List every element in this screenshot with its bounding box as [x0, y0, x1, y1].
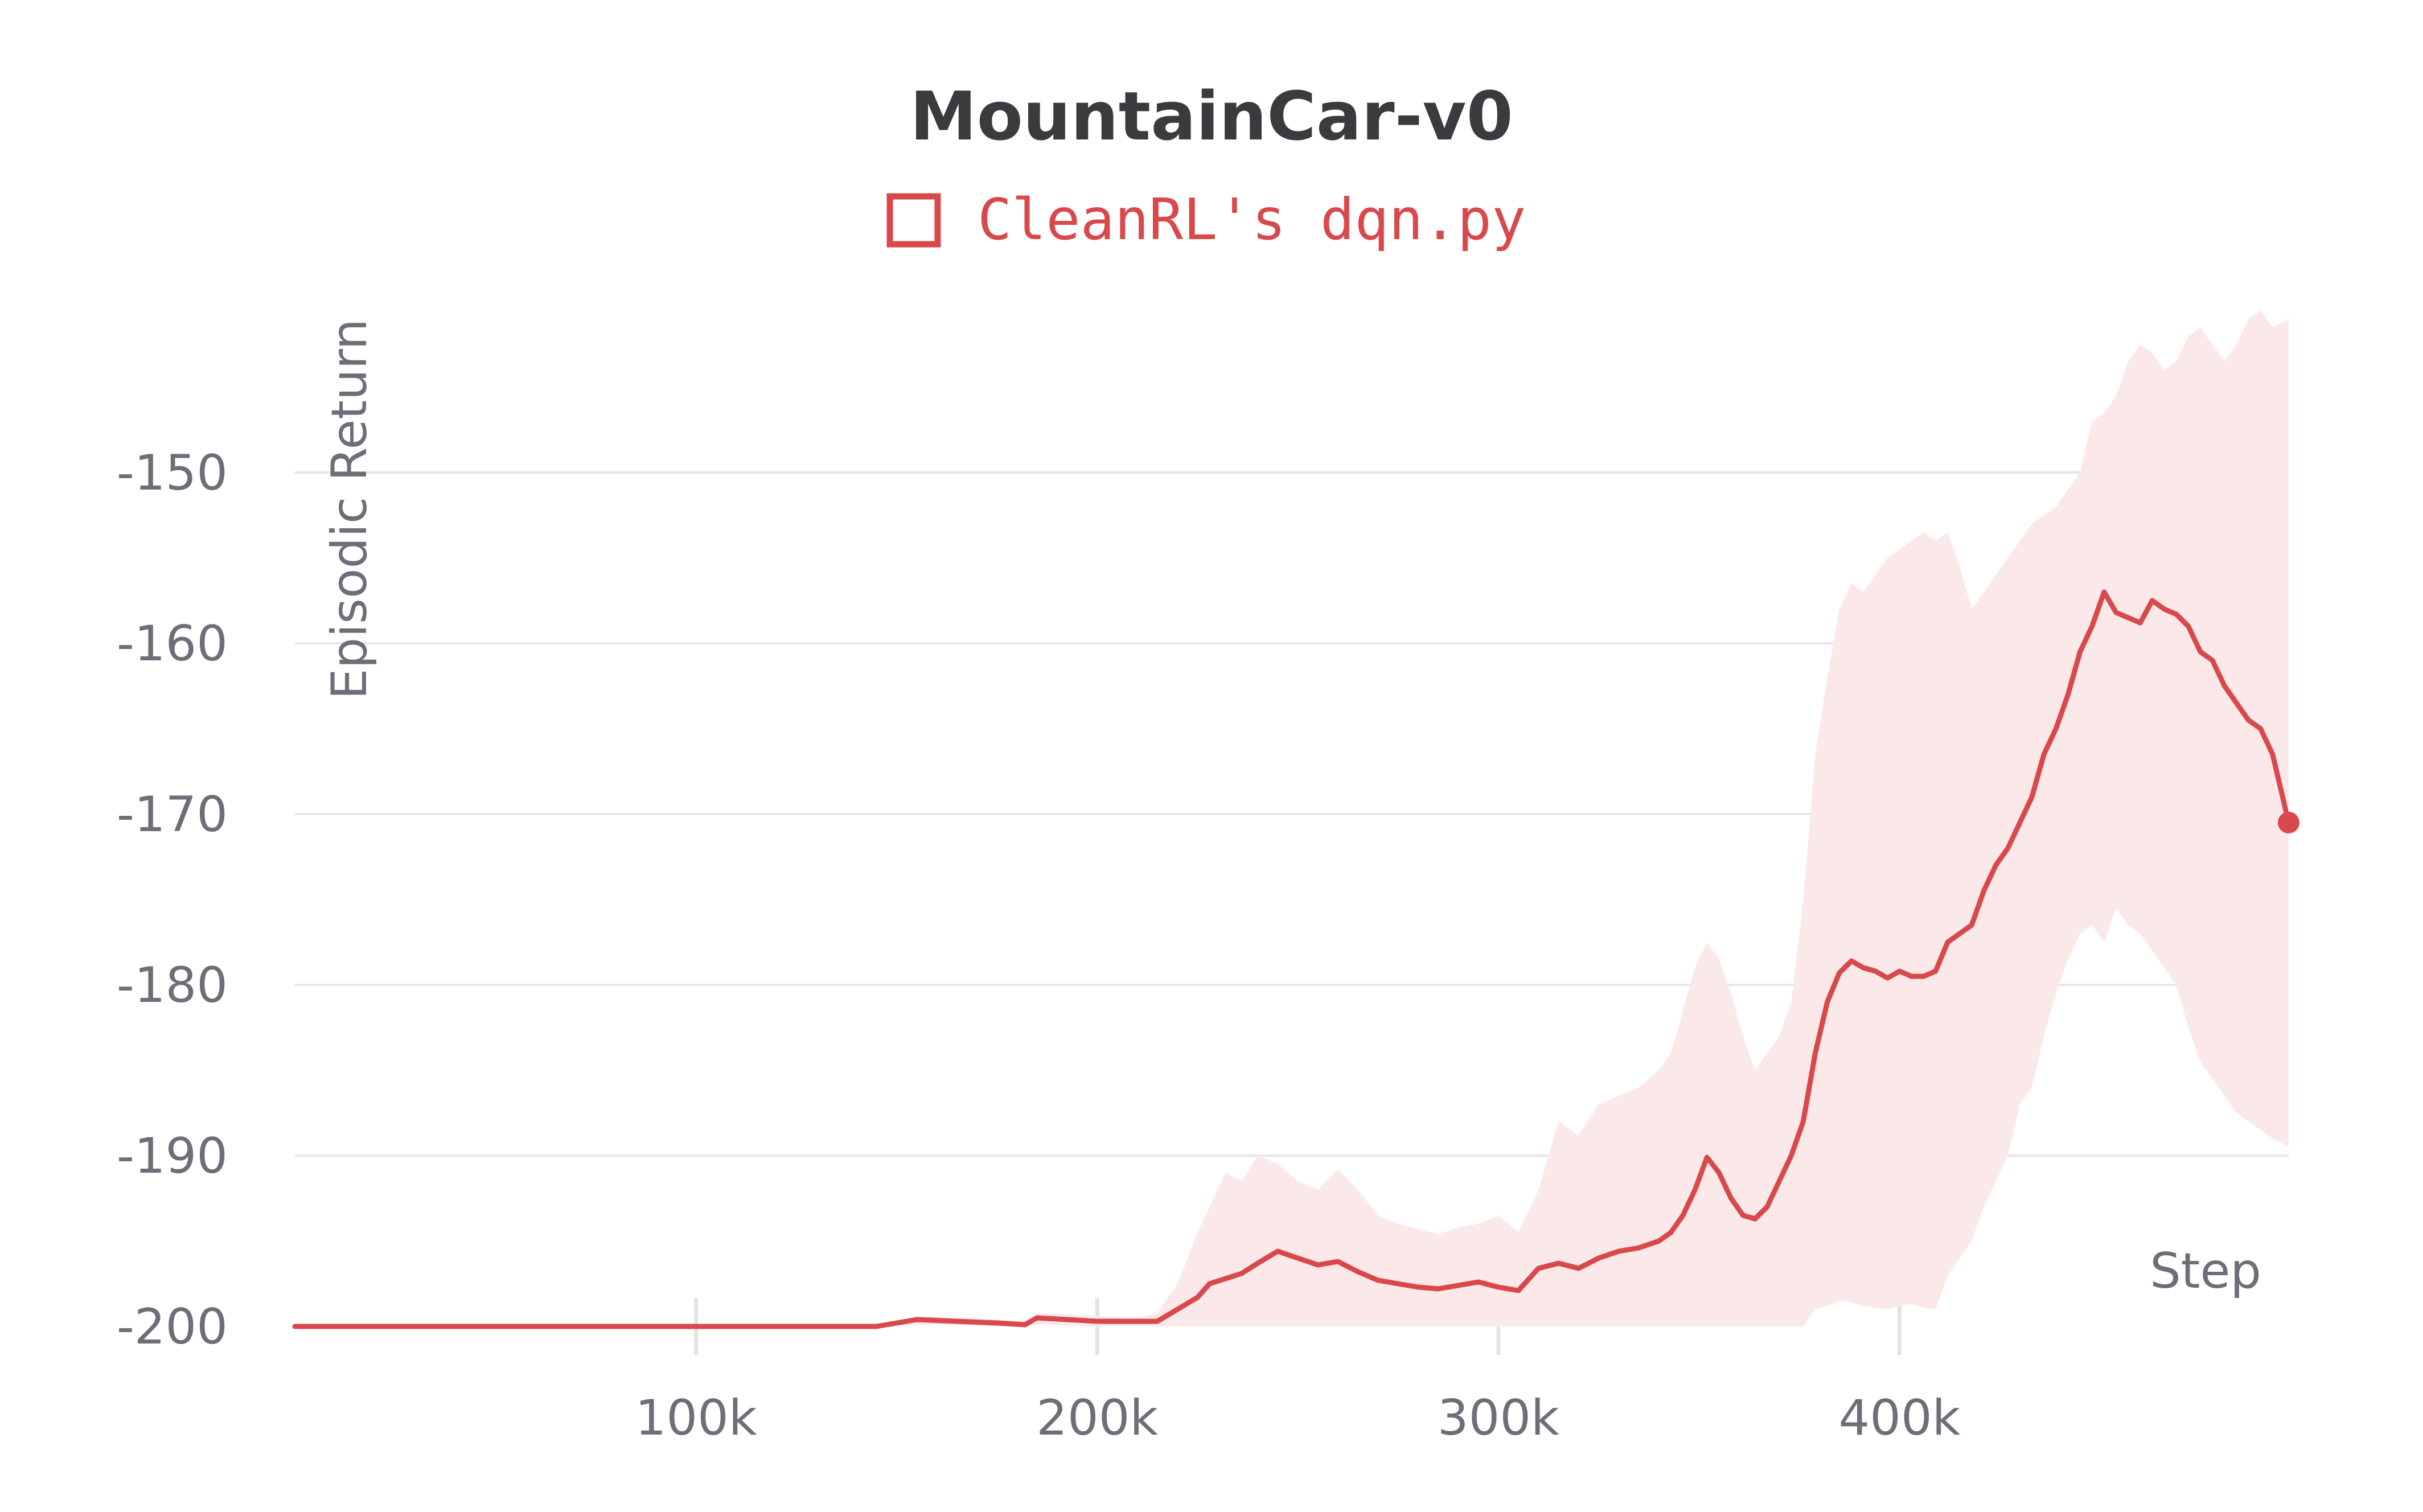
x-tick-labels: 100k 200k 300k 400k: [635, 1390, 1961, 1447]
legend-swatch: [886, 193, 941, 248]
x-tick-label: 100k: [635, 1390, 757, 1447]
y-tick-labels: -200 -190 -180 -170 -160 -150: [117, 445, 228, 1355]
y-tick-label: -150: [117, 445, 228, 502]
y-tick-label: -170: [117, 786, 228, 843]
x-tick-label: 400k: [1839, 1390, 1961, 1447]
x-tick-label: 300k: [1438, 1390, 1559, 1447]
series-line: [292, 589, 2299, 1329]
confidence-band: [295, 310, 2289, 1326]
legend[interactable]: CleanRL's dqn.py: [886, 186, 1526, 253]
series-end-marker: [2278, 812, 2299, 833]
legend-label: CleanRL's dqn.py: [978, 186, 1526, 253]
y-tick-label: -160: [117, 615, 228, 672]
x-axis-label: Step: [2150, 1243, 2261, 1300]
series-polyline: [292, 589, 2291, 1329]
y-tick-label: -200: [117, 1299, 228, 1355]
chart-title: MountainCar-v0: [910, 77, 1513, 155]
y-axis-label: Episodic Return: [321, 319, 378, 700]
y-tick-label: -180: [117, 957, 228, 1014]
x-tick-label: 200k: [1036, 1390, 1158, 1447]
confidence-band-area: [295, 310, 2289, 1326]
y-tick-label: -190: [117, 1128, 228, 1185]
